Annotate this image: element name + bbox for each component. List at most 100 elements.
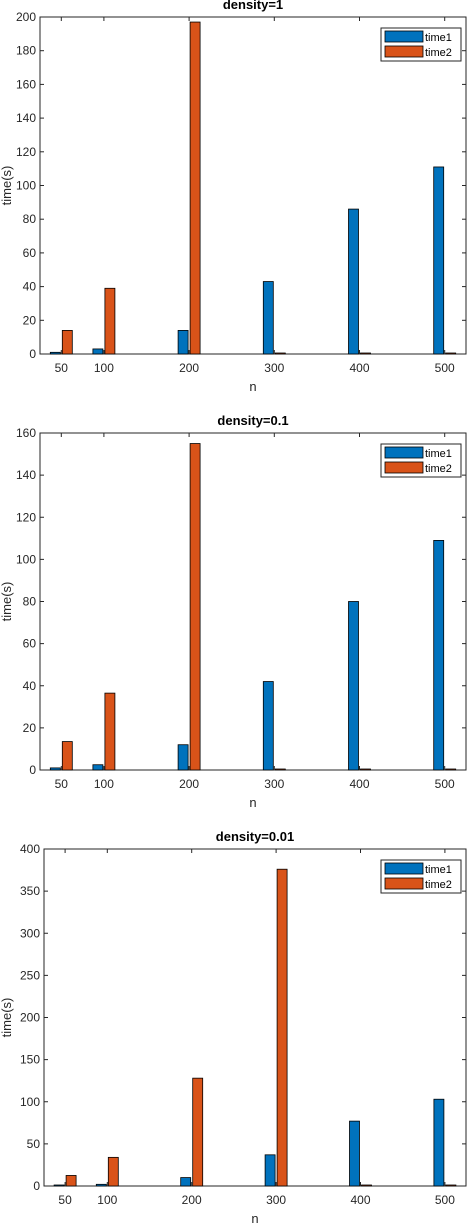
x-tick-label: 100 (94, 361, 114, 375)
bar-time1-400 (348, 601, 359, 771)
bar-time1-200 (177, 744, 189, 771)
legend-swatch-time1 (384, 862, 424, 875)
x-tick-label: 200 (179, 777, 199, 791)
x-tick-label: 50 (58, 1193, 72, 1207)
bar-time1-100 (92, 764, 104, 771)
x-tick-label: 50 (55, 777, 69, 791)
bar-time2-500 (445, 352, 457, 355)
legend-label-time2: time2 (425, 879, 452, 891)
bar-time1-500 (433, 540, 445, 771)
y-tick-label: 120 (16, 510, 36, 524)
x-axis-label: n (249, 795, 256, 810)
plot-area (39, 16, 467, 355)
y-tick-label: 80 (23, 595, 37, 609)
legend-label-time2: time2 (425, 47, 452, 59)
legend: time1 time2 (380, 859, 462, 894)
x-tick-label: 400 (350, 1193, 370, 1207)
bar-time2-200 (189, 443, 201, 771)
y-tick-label: 50 (27, 1137, 41, 1151)
bar-time2-100 (104, 287, 116, 355)
y-tick-label: 120 (16, 145, 36, 159)
y-tick-label: 200 (20, 1011, 40, 1025)
plot-area (39, 432, 467, 771)
bar-time1-300 (262, 281, 274, 355)
legend-label-time1: time1 (425, 864, 452, 876)
legend-swatch-time2 (384, 45, 424, 58)
y-tick-label: 400 (20, 842, 40, 856)
legend-swatch-time1 (384, 30, 424, 43)
x-tick-label: 500 (435, 361, 455, 375)
bar-time1-100 (92, 348, 104, 355)
y-tick-label: 0 (29, 763, 36, 777)
legend: time1 time2 (380, 443, 462, 478)
bar-time2-100 (107, 1156, 119, 1187)
y-tick-label: 100 (16, 179, 36, 193)
bar-time2-200 (192, 1077, 204, 1187)
x-tick-label: 100 (97, 1193, 117, 1207)
x-tick-label: 400 (349, 361, 369, 375)
bar-time1-200 (180, 1177, 192, 1187)
x-axis-label: n (251, 1211, 258, 1224)
bar-time1-100 (95, 1183, 107, 1187)
chart-title: density=0.1 (217, 413, 288, 428)
bar-time1-500 (433, 1098, 445, 1187)
y-tick-label: 150 (20, 1053, 40, 1067)
bar-time2-300 (274, 768, 286, 771)
x-tick-label: 500 (435, 1193, 455, 1207)
bar-time1-300 (264, 1154, 276, 1187)
bar-time2-100 (104, 692, 116, 771)
chart-title: density=1 (223, 0, 283, 12)
bar-time1-400 (348, 208, 359, 355)
x-tick-label: 50 (55, 361, 69, 375)
y-tick-label: 250 (20, 968, 40, 982)
y-tick-label: 100 (20, 1095, 40, 1109)
bar-time2-50 (61, 330, 73, 355)
bar-time2-50 (61, 741, 73, 771)
y-tick-label: 40 (23, 679, 37, 693)
bar-time2-200 (189, 21, 201, 355)
y-tick-label: 160 (16, 426, 36, 440)
y-tick-label: 40 (23, 280, 37, 294)
x-tick-label: 300 (264, 777, 284, 791)
legend-swatch-time1 (384, 446, 424, 459)
y-tick-label: 20 (23, 721, 37, 735)
bar-time1-50 (49, 767, 61, 771)
x-tick-label: 300 (264, 361, 284, 375)
bar-time1-300 (262, 681, 274, 771)
legend-label-time2: time2 (425, 463, 452, 475)
y-tick-label: 140 (16, 468, 36, 482)
y-tick-label: 160 (16, 77, 36, 91)
bar-time2-50 (65, 1175, 77, 1187)
bar-time1-50 (53, 1184, 65, 1187)
bar-time2-400 (360, 768, 371, 771)
y-axis-label: time(s) (0, 582, 14, 622)
bar-time1-200 (177, 330, 189, 355)
legend-swatch-time2 (384, 461, 424, 474)
y-tick-label: 350 (20, 884, 40, 898)
bar-time2-300 (276, 868, 288, 1187)
chart-panel: 0 50 100 150 200 250 300 350 400 50 100 200 300 400 50… (0, 829, 467, 1224)
x-tick-label: 200 (179, 361, 199, 375)
legend-swatch-time2 (384, 877, 424, 890)
plot-area (43, 848, 467, 1187)
y-tick-label: 180 (16, 44, 36, 58)
y-tick-label: 300 (20, 926, 40, 940)
bar-time2-500 (445, 1184, 457, 1187)
y-tick-label: 100 (16, 552, 36, 566)
bar-time2-400 (360, 352, 371, 355)
bar-time1-400 (349, 1120, 360, 1187)
legend-label-time1: time1 (425, 32, 452, 44)
bar-time1-50 (49, 351, 61, 355)
x-tick-label: 500 (435, 777, 455, 791)
x-tick-label: 200 (182, 1193, 202, 1207)
x-tick-label: 100 (94, 777, 114, 791)
y-tick-label: 60 (23, 637, 37, 651)
bar-time1-500 (433, 166, 445, 355)
y-axis-label: time(s) (0, 998, 14, 1038)
y-tick-label: 0 (29, 347, 36, 361)
y-tick-label: 20 (23, 313, 37, 327)
y-tick-label: 80 (23, 212, 37, 226)
x-tick-label: 400 (349, 777, 369, 791)
legend: time1 time2 (380, 27, 462, 62)
